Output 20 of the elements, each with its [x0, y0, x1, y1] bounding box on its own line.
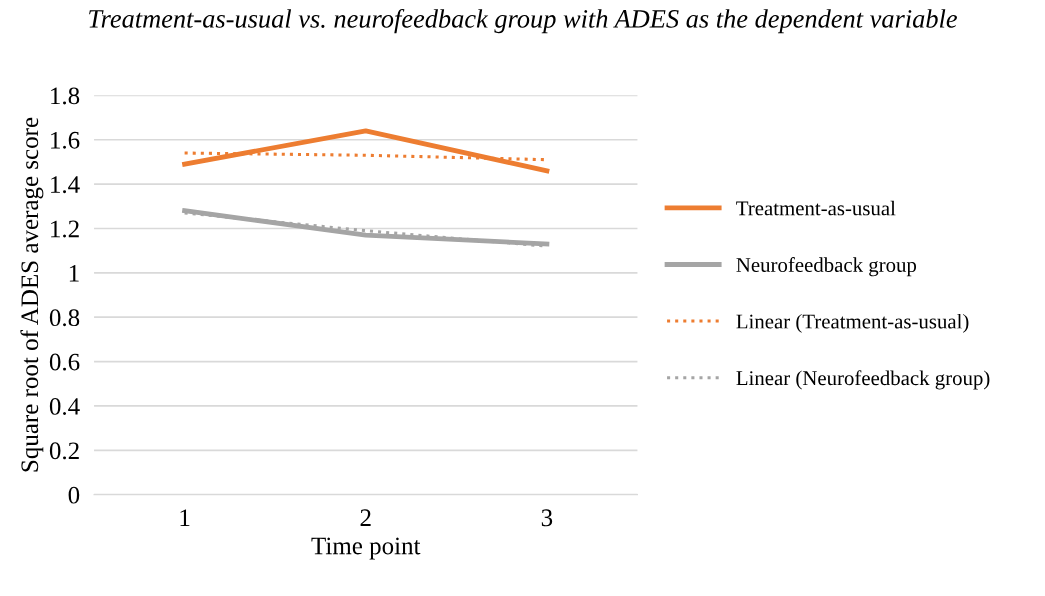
y-tick-label: 0.4 — [49, 397, 80, 415]
y-tick-label: 0.8 — [49, 309, 80, 327]
legend-label: Neurofeedback group — [736, 257, 917, 277]
x-tick-label: 3 — [541, 509, 553, 527]
x-tick-label: 1 — [180, 509, 190, 526]
y-tick-label: 1.2 — [51, 220, 79, 238]
legend-label: Linear (Treatment-as-usual) — [736, 313, 969, 333]
x-axis-title: Time point — [311, 537, 421, 560]
y-tick-label: 1.4 — [51, 176, 80, 194]
y-tick-label: 1 — [69, 265, 79, 282]
x-tick-label: 2 — [360, 509, 371, 526]
legend-label: Linear (Neurofeedback group) — [736, 370, 990, 390]
chart-title: Treatment-as-usual vs. neurofeedback group with ADES as the dependent variable — [89, 8, 957, 34]
y-tick-label: 0.2 — [49, 442, 79, 460]
y-tick-label: 0 — [68, 486, 80, 504]
legend-label: Treatment-as-usual — [736, 200, 896, 216]
y-tick-label: 1.8 — [51, 87, 80, 105]
y-tick-label: 1.6 — [51, 131, 80, 149]
y-axis-title: Square root of ADES average score — [20, 117, 44, 472]
y-tick-label: 0.6 — [49, 353, 80, 371]
